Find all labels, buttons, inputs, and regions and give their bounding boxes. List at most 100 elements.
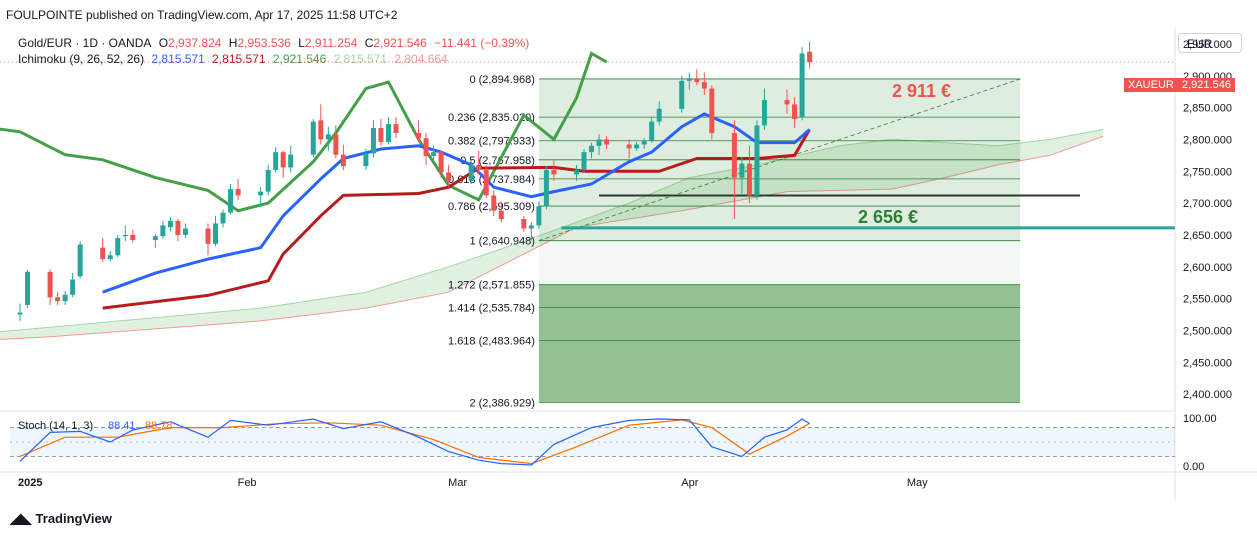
candle-body xyxy=(423,138,429,156)
candle-body xyxy=(363,153,369,167)
y-tick-label: 2,850.000 xyxy=(1183,103,1232,115)
candle-body xyxy=(784,99,790,105)
candle-body xyxy=(754,125,760,196)
publisher-text: FOULPOINTE published on TradingView.com,… xyxy=(6,8,398,22)
tradingview-logo[interactable]: ◢◣ TradingView xyxy=(10,510,112,527)
y-tick-label: 2,450.000 xyxy=(1183,357,1232,369)
candle-body xyxy=(55,297,61,302)
candle-body xyxy=(228,189,234,213)
candle-body xyxy=(589,145,595,153)
candle-body xyxy=(258,191,264,196)
candle-body xyxy=(393,124,399,134)
candle-body xyxy=(701,82,707,89)
ichimoku-label[interactable]: Ichimoku (9, 26, 52, 26) xyxy=(18,52,145,66)
candle-body xyxy=(739,163,745,178)
ohlc-low: L2,911.254 xyxy=(298,36,358,50)
candle-body xyxy=(746,163,752,196)
candle-body xyxy=(273,152,279,170)
stoch-axis-label-top: 100.00 xyxy=(1183,413,1217,425)
currency-selector[interactable]: EUR xyxy=(1178,33,1242,53)
candle-body xyxy=(694,78,700,83)
fib-level-label: 1.414 (2,535.784) xyxy=(448,303,535,315)
ichimoku-kijun-line xyxy=(102,128,811,310)
candle-body xyxy=(807,51,813,63)
candle-body xyxy=(370,127,376,154)
candle-body xyxy=(596,139,602,146)
candle-body xyxy=(77,244,83,277)
candle-body xyxy=(679,80,685,109)
y-tick-label: 2,650.000 xyxy=(1183,230,1232,242)
candle-body xyxy=(70,279,76,295)
symbol-legend: Gold/EUR · 1D · OANDA O2,937.824 H2,953.… xyxy=(18,36,533,50)
candle-body xyxy=(491,195,497,211)
candle-body xyxy=(310,121,316,155)
ichimoku-chikou-value: 2,921.546 xyxy=(272,52,327,66)
symbol-tag: XAUEUR xyxy=(1124,78,1178,92)
candle-body xyxy=(220,212,226,224)
publisher-bar: FOULPOINTE published on TradingView.com,… xyxy=(0,0,1257,30)
candle-body xyxy=(521,219,527,229)
ichimoku-cloud xyxy=(0,129,1103,340)
fib-level-label: 0.236 (2,835.020) xyxy=(448,112,535,124)
candle-body xyxy=(761,99,767,126)
candle-body xyxy=(799,53,805,118)
fib-level-label: 1.272 (2,571.855) xyxy=(448,280,535,292)
candle-body xyxy=(213,223,219,244)
candle-body xyxy=(325,134,331,140)
fib-level-label: 0 (2,894.968) xyxy=(469,74,534,86)
ichimoku-tenkan-value: 2,815.571 xyxy=(151,52,205,66)
fib-level-label: 1.618 (2,483.964) xyxy=(448,336,535,348)
symbol-name[interactable]: Gold/EUR · 1D · OANDA xyxy=(18,36,152,50)
candle-body xyxy=(686,78,692,81)
ichimoku-span-a-line xyxy=(0,129,1103,333)
fib-gap-zone xyxy=(538,240,1021,285)
candle-body xyxy=(100,247,106,260)
candle-body xyxy=(649,121,655,141)
last-price-tag: 2,921.546 xyxy=(1178,78,1235,92)
candle-body xyxy=(536,206,542,226)
candle-body xyxy=(340,154,346,167)
candle-body xyxy=(573,169,579,175)
candle-body xyxy=(468,164,474,181)
candle-body xyxy=(318,120,324,140)
candle-body xyxy=(581,152,587,170)
candle-body xyxy=(604,139,610,145)
candle-body xyxy=(446,172,452,181)
y-tick-label: 2,800.000 xyxy=(1183,134,1232,146)
support-label: 2 656 € xyxy=(858,207,918,227)
y-tick-label: 2,500.000 xyxy=(1183,325,1232,337)
x-tick-label: May xyxy=(907,477,928,489)
candle-body xyxy=(528,225,534,229)
x-tick-label: Apr xyxy=(681,477,698,489)
candle-body xyxy=(47,271,53,298)
fib-level-label: 0.382 (2,797.933) xyxy=(448,136,535,148)
candle-body xyxy=(438,152,444,173)
candle-body xyxy=(130,234,136,241)
candle-body xyxy=(175,220,181,235)
candle-body xyxy=(17,312,23,315)
stoch-d-line xyxy=(19,419,810,465)
tradingview-brand: TradingView xyxy=(35,511,112,526)
candle-body xyxy=(115,238,121,256)
x-tick-label: Mar xyxy=(448,477,467,489)
candle-body xyxy=(160,225,166,237)
candle-body xyxy=(333,134,339,155)
ichimoku-kijun-value: 2,815.571 xyxy=(212,52,266,66)
candle-body xyxy=(498,210,504,219)
candle-body xyxy=(385,124,391,142)
stoch-k-line xyxy=(19,418,810,466)
candle-body xyxy=(431,152,437,156)
candle-body xyxy=(551,169,557,175)
fib-extension-zone xyxy=(538,284,1021,403)
candle-body xyxy=(182,228,188,235)
y-tick-label: 2,750.000 xyxy=(1183,166,1232,178)
candle-body xyxy=(107,255,113,260)
fib-level-label: 2 (2,386.929) xyxy=(469,397,534,409)
y-tick-label: 2,550.000 xyxy=(1183,294,1232,306)
candle-body xyxy=(122,234,128,237)
stoch-d-value: 88.78 xyxy=(145,420,173,432)
candle-body xyxy=(656,108,662,122)
candle-body xyxy=(152,236,158,241)
ichimoku-span-b-line xyxy=(0,135,1104,340)
